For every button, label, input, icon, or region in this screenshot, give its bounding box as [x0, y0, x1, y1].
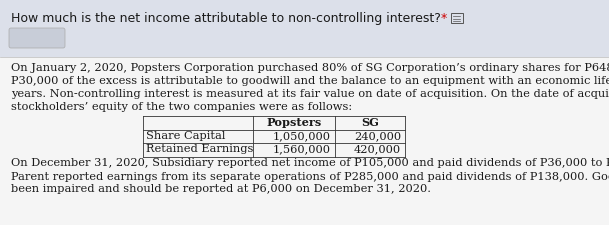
Text: 1,560,000: 1,560,000 [273, 144, 331, 155]
Text: On December 31, 2020, Subsidiary reported net income of P105,000 and paid divide: On December 31, 2020, Subsidiary reporte… [11, 158, 609, 169]
FancyBboxPatch shape [0, 0, 609, 57]
Text: Share Capital: Share Capital [146, 131, 225, 141]
Text: Parent reported earnings from its separate operations of P285,000 and paid divid: Parent reported earnings from its separa… [11, 171, 609, 182]
Text: P30,000 of the excess is attributable to goodwill and the balance to an equipmen: P30,000 of the excess is attributable to… [11, 76, 609, 86]
FancyBboxPatch shape [9, 28, 65, 48]
Text: On January 2, 2020, Popsters Corporation purchased 80% of SG Corporation’s ordin: On January 2, 2020, Popsters Corporation… [11, 63, 609, 73]
FancyBboxPatch shape [0, 57, 609, 225]
Text: 240,000: 240,000 [354, 131, 401, 141]
Text: How much is the net income attributable to non-controlling interest?: How much is the net income attributable … [11, 12, 441, 25]
Text: 1,050,000: 1,050,000 [273, 131, 331, 141]
Text: Popsters: Popsters [266, 117, 322, 128]
Text: SG: SG [361, 117, 379, 128]
Text: 420,000: 420,000 [354, 144, 401, 155]
Text: Retained Earnings: Retained Earnings [146, 144, 253, 155]
Text: *: * [441, 12, 447, 25]
Text: been impaired and should be reported at P6,000 on December 31, 2020.: been impaired and should be reported at … [11, 184, 431, 194]
Text: years. Non-controlling interest is measured at its fair value on date of acquisi: years. Non-controlling interest is measu… [11, 89, 609, 99]
Text: stockholders’ equity of the two companies were as follows:: stockholders’ equity of the two companie… [11, 102, 352, 112]
